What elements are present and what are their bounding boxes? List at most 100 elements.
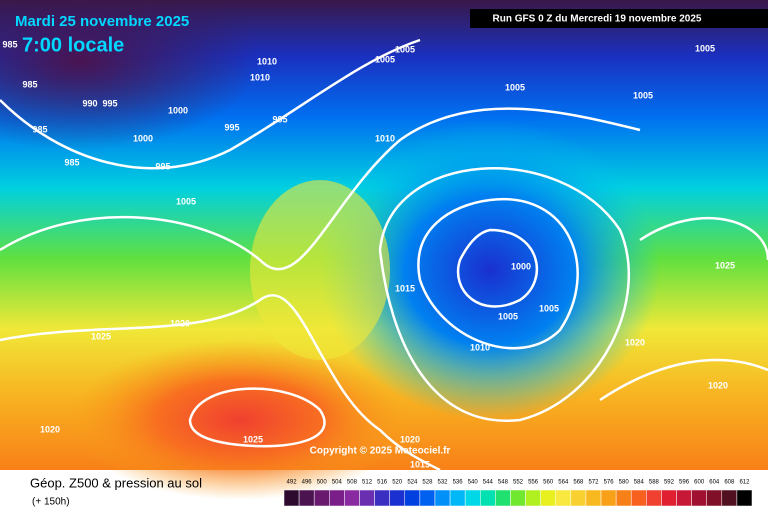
legend: Géop. Z500 & pression au sol (+ 150h) 49… <box>30 475 753 508</box>
run-info: Run GFS 0 Z du Mercredi 19 novembre 2025 <box>493 14 702 25</box>
scale-label: 612 <box>739 480 750 486</box>
scale-label: 552 <box>513 480 524 486</box>
isobar-label: 985 <box>64 157 79 167</box>
scale-swatch <box>600 489 617 507</box>
scale-swatch <box>329 489 345 507</box>
map: 985 985 985 985 990 995 995 995 995 1000 1000 1000 1… <box>0 0 768 500</box>
scale-label: 608 <box>724 480 735 486</box>
scale-swatch <box>585 489 602 507</box>
isobar <box>599 217 768 402</box>
legend-title: Géop. Z500 & pression au sol <box>30 475 202 490</box>
isobar-label: 1025 <box>243 434 263 444</box>
isobar-label: 1015 <box>410 459 430 469</box>
scale-label: 560 <box>543 480 554 486</box>
isobar-label: 995 <box>155 161 170 171</box>
isobar <box>417 197 579 350</box>
isobar <box>0 38 421 170</box>
isobar-label: 1010 <box>375 133 395 143</box>
scale-label: 596 <box>679 480 690 486</box>
scale-label: 524 <box>407 480 418 486</box>
scale-label: 556 <box>528 480 539 486</box>
isobar-label: 1020 <box>625 337 645 347</box>
isobar-label: 1020 <box>170 318 190 328</box>
scale-swatch <box>646 489 662 507</box>
valid-time: 7:00 locale <box>22 34 124 56</box>
scale-swatch <box>721 489 738 507</box>
scale-swatch <box>404 489 421 507</box>
isobar <box>378 167 630 422</box>
scale-label: 548 <box>498 480 509 486</box>
scale-swatch <box>495 489 511 507</box>
scale-swatch <box>359 489 375 507</box>
scale-label: 600 <box>694 480 705 486</box>
valid-date: Mardi 25 novembre 2025 <box>15 13 189 30</box>
isobar-label: 1005 <box>375 54 395 64</box>
scale-swatch <box>691 489 707 507</box>
scale-label: 568 <box>573 480 584 486</box>
isobar-label: 995 <box>102 98 117 108</box>
scale-swatch <box>344 489 360 507</box>
scale-label: 544 <box>483 480 494 486</box>
scale-swatch <box>419 489 436 507</box>
scale-label: 536 <box>453 480 464 486</box>
legend-lead: (+ 150h) <box>32 497 70 508</box>
isobar-label: 1020 <box>40 424 60 434</box>
isobar-label: 1025 <box>715 260 735 270</box>
scale-swatch <box>449 489 466 507</box>
isobar-label: 1000 <box>511 261 531 271</box>
map-field <box>250 180 390 360</box>
isobar <box>456 228 538 308</box>
scale-label: 588 <box>649 480 660 486</box>
scale-swatch <box>676 489 692 507</box>
map-field <box>0 0 260 150</box>
run-box <box>470 9 768 28</box>
scale-swatch <box>510 489 526 507</box>
isobar-label: 1005 <box>176 196 196 206</box>
map-field <box>70 340 410 500</box>
isobar-label: 995 <box>272 114 287 124</box>
isobar-label: 1005 <box>498 311 518 321</box>
scale-label: 528 <box>422 480 433 486</box>
isobar-label: 1010 <box>250 72 270 82</box>
isobar <box>0 294 441 472</box>
scale-label: 492 <box>287 480 298 486</box>
isobar-label: 1005 <box>633 90 653 100</box>
scale-swatch <box>313 489 330 507</box>
isobar-label: 1005 <box>695 43 715 53</box>
scale-label: 520 <box>392 480 403 486</box>
isobar-label: 1010 <box>470 342 490 352</box>
scale-label: 508 <box>347 480 358 486</box>
scale-label: 540 <box>468 480 479 486</box>
scale-swatch <box>464 489 481 507</box>
scale-swatch <box>389 489 406 507</box>
isobar-label: 990 <box>82 98 97 108</box>
isobar-label: 1000 <box>133 133 153 143</box>
scale-label: 572 <box>588 480 599 486</box>
scale-label: 576 <box>604 480 615 486</box>
scale-label: 512 <box>362 480 373 486</box>
scale-swatch <box>630 489 647 507</box>
scale-label: 496 <box>302 480 313 486</box>
isobar-label: 1005 <box>539 303 559 313</box>
scale-label: 532 <box>438 480 449 486</box>
isobar-label: 1010 <box>257 56 277 66</box>
scale-swatch <box>615 489 632 507</box>
scale-swatch <box>706 489 723 507</box>
isobar-label: 1015 <box>395 283 415 293</box>
isobar-label: 1025 <box>91 331 111 341</box>
scale-swatch <box>298 489 315 507</box>
scale-swatch <box>540 489 556 507</box>
isobar-label: 985 <box>22 79 37 89</box>
scale-swatch <box>434 489 451 507</box>
scale-swatch <box>736 489 753 507</box>
scale-label: 504 <box>332 480 343 486</box>
scale-swatch <box>661 489 677 507</box>
isobar-label: 1020 <box>708 380 728 390</box>
isobar <box>188 387 326 448</box>
scale-label: 500 <box>317 480 328 486</box>
scale-label: 564 <box>558 480 569 486</box>
scale-label: 580 <box>619 480 630 486</box>
isobar-label: 985 <box>32 124 47 134</box>
scale-swatch <box>525 489 541 507</box>
